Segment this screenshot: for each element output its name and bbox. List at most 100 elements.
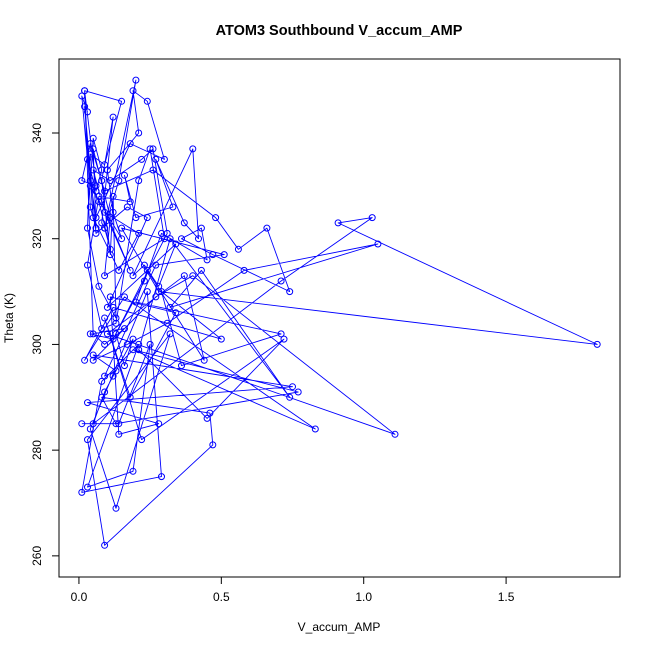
data-point xyxy=(129,272,137,280)
data-point xyxy=(152,155,160,163)
data-point xyxy=(95,282,103,290)
data-point xyxy=(101,372,109,380)
data-point xyxy=(126,393,134,401)
data-point xyxy=(172,309,180,317)
data-point xyxy=(84,108,91,116)
x-tick-label: 1.0 xyxy=(355,590,372,604)
data-point xyxy=(118,235,126,243)
data-point xyxy=(92,214,100,222)
data-point xyxy=(101,161,109,169)
data-point xyxy=(101,340,109,348)
data-point xyxy=(206,409,214,417)
data-point xyxy=(593,340,601,348)
data-point xyxy=(189,145,197,153)
data-point xyxy=(101,314,109,322)
data-point xyxy=(197,224,205,232)
data-point xyxy=(152,293,160,301)
data-point xyxy=(92,224,100,232)
data-point xyxy=(209,441,217,449)
data-point xyxy=(123,203,131,211)
series-layer xyxy=(78,76,601,549)
data-point xyxy=(294,388,302,396)
data-point xyxy=(109,372,117,380)
data-point xyxy=(129,87,137,95)
data-point xyxy=(289,383,296,391)
data-point xyxy=(81,356,89,364)
data-point xyxy=(98,377,106,385)
data-point xyxy=(146,145,154,153)
data-point xyxy=(86,140,94,148)
data-point xyxy=(129,335,137,343)
data-point xyxy=(189,272,197,280)
data-point xyxy=(81,87,89,95)
data-point xyxy=(84,224,91,232)
data-point xyxy=(89,145,97,153)
chart-title: ATOM3 Southbound V_accum_AMP xyxy=(216,23,463,39)
data-point xyxy=(135,340,143,348)
data-point xyxy=(140,261,148,269)
data-point xyxy=(172,240,180,248)
data-point xyxy=(112,319,120,327)
data-point xyxy=(106,214,114,222)
data-point xyxy=(112,314,120,322)
data-point xyxy=(263,224,271,232)
data-point xyxy=(286,288,294,296)
data-point xyxy=(169,203,177,211)
data-point xyxy=(180,219,188,227)
data-point xyxy=(212,214,220,222)
data-point xyxy=(152,261,160,269)
data-point xyxy=(103,166,111,174)
data-point xyxy=(101,388,109,396)
data-point xyxy=(209,251,217,259)
data-point xyxy=(92,182,100,190)
data-point xyxy=(126,140,134,148)
data-point xyxy=(138,436,146,444)
data-point xyxy=(138,155,146,163)
data-point xyxy=(86,150,94,158)
x-tick-label: 0.5 xyxy=(213,590,230,604)
data-point xyxy=(89,166,97,174)
data-point xyxy=(86,177,94,185)
y-tick-label: 300 xyxy=(30,334,44,354)
data-point xyxy=(334,219,342,227)
data-point xyxy=(166,235,174,243)
data-point xyxy=(106,177,114,185)
data-point xyxy=(311,425,319,433)
data-point xyxy=(98,198,106,206)
data-point xyxy=(109,113,117,121)
data-point xyxy=(163,319,171,327)
data-point xyxy=(203,256,211,264)
data-point xyxy=(112,420,120,428)
y-axis-label: Theta (K) xyxy=(2,293,16,343)
data-point xyxy=(98,325,106,333)
data-point xyxy=(121,293,128,301)
data-point xyxy=(92,229,100,237)
data-point xyxy=(286,393,294,401)
data-point xyxy=(112,367,120,375)
data-point xyxy=(135,229,143,237)
data-point xyxy=(203,414,211,422)
data-point xyxy=(112,330,120,338)
data-point xyxy=(158,473,165,481)
x-axis-label: V_accum_AMP xyxy=(298,620,381,634)
data-point xyxy=(132,298,140,306)
data-point xyxy=(106,251,114,259)
data-point xyxy=(149,145,157,153)
data-point xyxy=(86,425,94,433)
data-point xyxy=(89,351,97,359)
data-point xyxy=(89,330,97,338)
data-point xyxy=(195,235,202,243)
data-point xyxy=(158,229,165,237)
data-point xyxy=(106,245,114,253)
data-point xyxy=(146,340,154,348)
data-point xyxy=(84,436,91,444)
data-point xyxy=(81,103,89,111)
data-point xyxy=(129,346,137,354)
data-point xyxy=(155,288,163,296)
data-point xyxy=(109,335,117,343)
data-point xyxy=(277,277,285,285)
y-tick-label: 340 xyxy=(30,123,44,143)
data-point xyxy=(92,187,100,195)
data-point xyxy=(158,288,165,296)
data-point xyxy=(84,399,91,407)
